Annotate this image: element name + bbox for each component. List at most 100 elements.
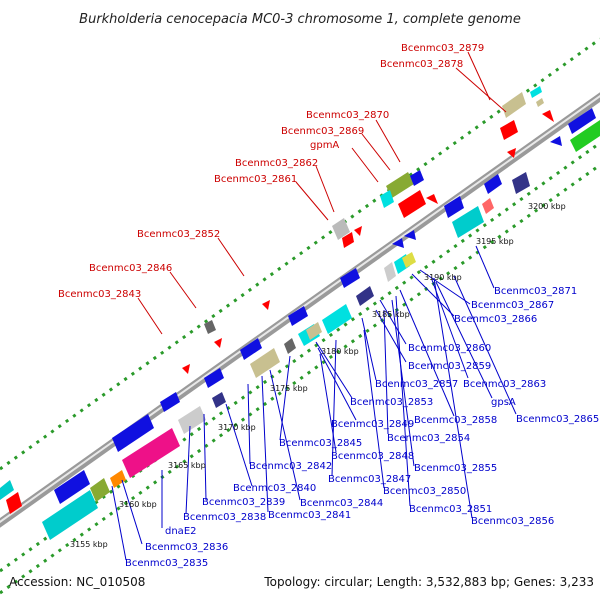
rna-arrow bbox=[182, 364, 190, 374]
middle-dotted-track bbox=[0, 141, 600, 573]
gene-label[interactable]: Bcenmc03_2856 bbox=[471, 516, 554, 527]
feature-block bbox=[178, 406, 206, 434]
bottom-leader-lines bbox=[111, 245, 517, 561]
gene-label[interactable]: Bcenmc03_2857 bbox=[375, 379, 458, 390]
feature-block bbox=[356, 286, 374, 306]
gene-label[interactable]: Bcenmc03_2861 bbox=[214, 174, 297, 185]
feature-block bbox=[530, 86, 542, 98]
gene-label[interactable]: Bcenmc03_2870 bbox=[306, 110, 389, 121]
forward-strand-features bbox=[6, 86, 554, 514]
gene-label[interactable]: Bcenmc03_2853 bbox=[350, 397, 433, 408]
feature-block bbox=[284, 338, 296, 354]
cds-arrow bbox=[484, 174, 502, 194]
gene-label[interactable]: gpmA bbox=[310, 140, 339, 151]
gene-label[interactable]: Bcenmc03_2842 bbox=[249, 461, 332, 472]
leader-line bbox=[375, 119, 401, 163]
leader-line bbox=[475, 245, 495, 289]
gene-label[interactable]: Bcenmc03_2843 bbox=[58, 289, 141, 300]
leader-line bbox=[455, 67, 507, 113]
gene-label[interactable]: Bcenmc03_2858 bbox=[414, 415, 497, 426]
cds-arrow bbox=[204, 368, 224, 388]
cds-arrow bbox=[550, 136, 562, 146]
gene-label[interactable]: Bcenmc03_2862 bbox=[235, 158, 318, 169]
tick-label: 3200 kbp bbox=[528, 202, 566, 211]
cds-arrow bbox=[240, 338, 262, 360]
leader-line bbox=[317, 347, 357, 421]
gene-label[interactable]: Bcenmc03_2852 bbox=[137, 229, 220, 240]
gene-label[interactable]: Bcenmc03_2878 bbox=[380, 59, 463, 70]
dotted-guide-tracks bbox=[0, 37, 600, 595]
feature-block bbox=[212, 392, 226, 408]
gene-label[interactable]: Bcenmc03_2871 bbox=[494, 286, 577, 297]
genome-summary: Topology: circular; Length: 3,532,883 bp… bbox=[263, 575, 594, 589]
feature-block bbox=[90, 478, 110, 502]
feature-block bbox=[0, 480, 14, 500]
gene-label[interactable]: Bcenmc03_2859 bbox=[408, 361, 491, 372]
rna-arrow bbox=[214, 338, 222, 348]
gene-label[interactable]: Bcenmc03_2860 bbox=[408, 343, 491, 354]
leader-line bbox=[467, 51, 491, 101]
feature-block bbox=[332, 218, 350, 240]
gene-label[interactable]: dnaE2 bbox=[165, 526, 197, 537]
map-title: Burkholderia cenocepacia MC0-3 chromosom… bbox=[79, 12, 521, 27]
gene-label[interactable]: Bcenmc03_2838 bbox=[183, 512, 266, 523]
gene-label[interactable]: Bcenmc03_2835 bbox=[125, 558, 208, 569]
cds-arrow bbox=[288, 306, 308, 326]
rna-arrow bbox=[354, 226, 362, 236]
gene-label[interactable]: Bcenmc03_2839 bbox=[202, 497, 285, 508]
gene-label[interactable]: Bcenmc03_2844 bbox=[300, 498, 383, 509]
rna-arrow bbox=[6, 492, 22, 514]
gene-label[interactable]: Bcenmc03_2849 bbox=[331, 419, 414, 430]
gene-label[interactable]: Bcenmc03_2865 bbox=[516, 414, 599, 425]
gene-label[interactable]: Bcenmc03_2869 bbox=[281, 126, 364, 137]
accession-text: Accession: NC_010508 bbox=[9, 575, 145, 589]
leader-line bbox=[383, 309, 389, 435]
tick-label: 3160 kbp bbox=[119, 500, 157, 509]
leader-line bbox=[363, 329, 385, 489]
gene-label[interactable]: Bcenmc03_2866 bbox=[454, 314, 537, 325]
tick-label: 3165 kbp bbox=[168, 461, 206, 470]
gene-label[interactable]: Bcenmc03_2847 bbox=[328, 474, 411, 485]
gene-label[interactable]: Bcenmc03_2841 bbox=[268, 510, 351, 521]
leader-line bbox=[361, 317, 377, 381]
leader-line bbox=[295, 181, 329, 221]
rna-arrow bbox=[542, 110, 554, 122]
gene-label[interactable]: Bcenmc03_2846 bbox=[89, 263, 172, 274]
leader-line bbox=[395, 295, 411, 507]
leader-line bbox=[137, 297, 163, 335]
gene-label[interactable]: Bcenmc03_2848 bbox=[331, 451, 414, 462]
cds-arrow bbox=[392, 238, 404, 248]
leader-line bbox=[315, 165, 335, 213]
gene-label[interactable]: Bcenmc03_2879 bbox=[401, 43, 484, 54]
feature-block bbox=[452, 206, 484, 238]
gene-label[interactable]: Bcenmc03_2855 bbox=[414, 463, 497, 474]
gene-label[interactable]: Bcenmc03_2854 bbox=[387, 433, 470, 444]
cds-arrow bbox=[340, 268, 360, 288]
gene-label[interactable]: Bcenmc03_2836 bbox=[145, 542, 228, 553]
leader-line bbox=[435, 281, 493, 399]
leader-line bbox=[315, 341, 353, 399]
gene-label[interactable]: gpsA bbox=[491, 397, 516, 408]
gene-label[interactable]: Bcenmc03_2850 bbox=[383, 486, 466, 497]
gene-label[interactable]: Bcenmc03_2845 bbox=[279, 438, 362, 449]
kbp-ticks: 3155 kbp 3160 kbp 3165 kbp 3170 kbp 3175… bbox=[70, 202, 566, 549]
gene-label[interactable]: Bcenmc03_2851 bbox=[409, 504, 492, 515]
leader-line bbox=[331, 339, 337, 477]
leader-line bbox=[121, 479, 143, 545]
top-gene-labels: Bcenmc03_2879 Bcenmc03_2878 Bcenmc03_287… bbox=[58, 43, 484, 300]
cds-arrow bbox=[404, 230, 416, 240]
feature-block bbox=[502, 92, 526, 118]
tick-label: 3185 kbp bbox=[372, 310, 410, 319]
leader-line bbox=[261, 375, 269, 513]
leader-line bbox=[391, 299, 415, 467]
outer-dotted-track bbox=[0, 37, 600, 471]
gene-label[interactable]: Bcenmc03_2863 bbox=[463, 379, 546, 390]
feature-block bbox=[384, 262, 396, 282]
cds-arrow bbox=[568, 108, 596, 134]
gene-label[interactable]: Bcenmc03_2840 bbox=[233, 483, 316, 494]
leader-line bbox=[247, 383, 251, 465]
gene-label[interactable]: Bcenmc03_2867 bbox=[471, 300, 554, 311]
leader-line bbox=[185, 425, 191, 515]
cds-arrow bbox=[410, 170, 424, 186]
